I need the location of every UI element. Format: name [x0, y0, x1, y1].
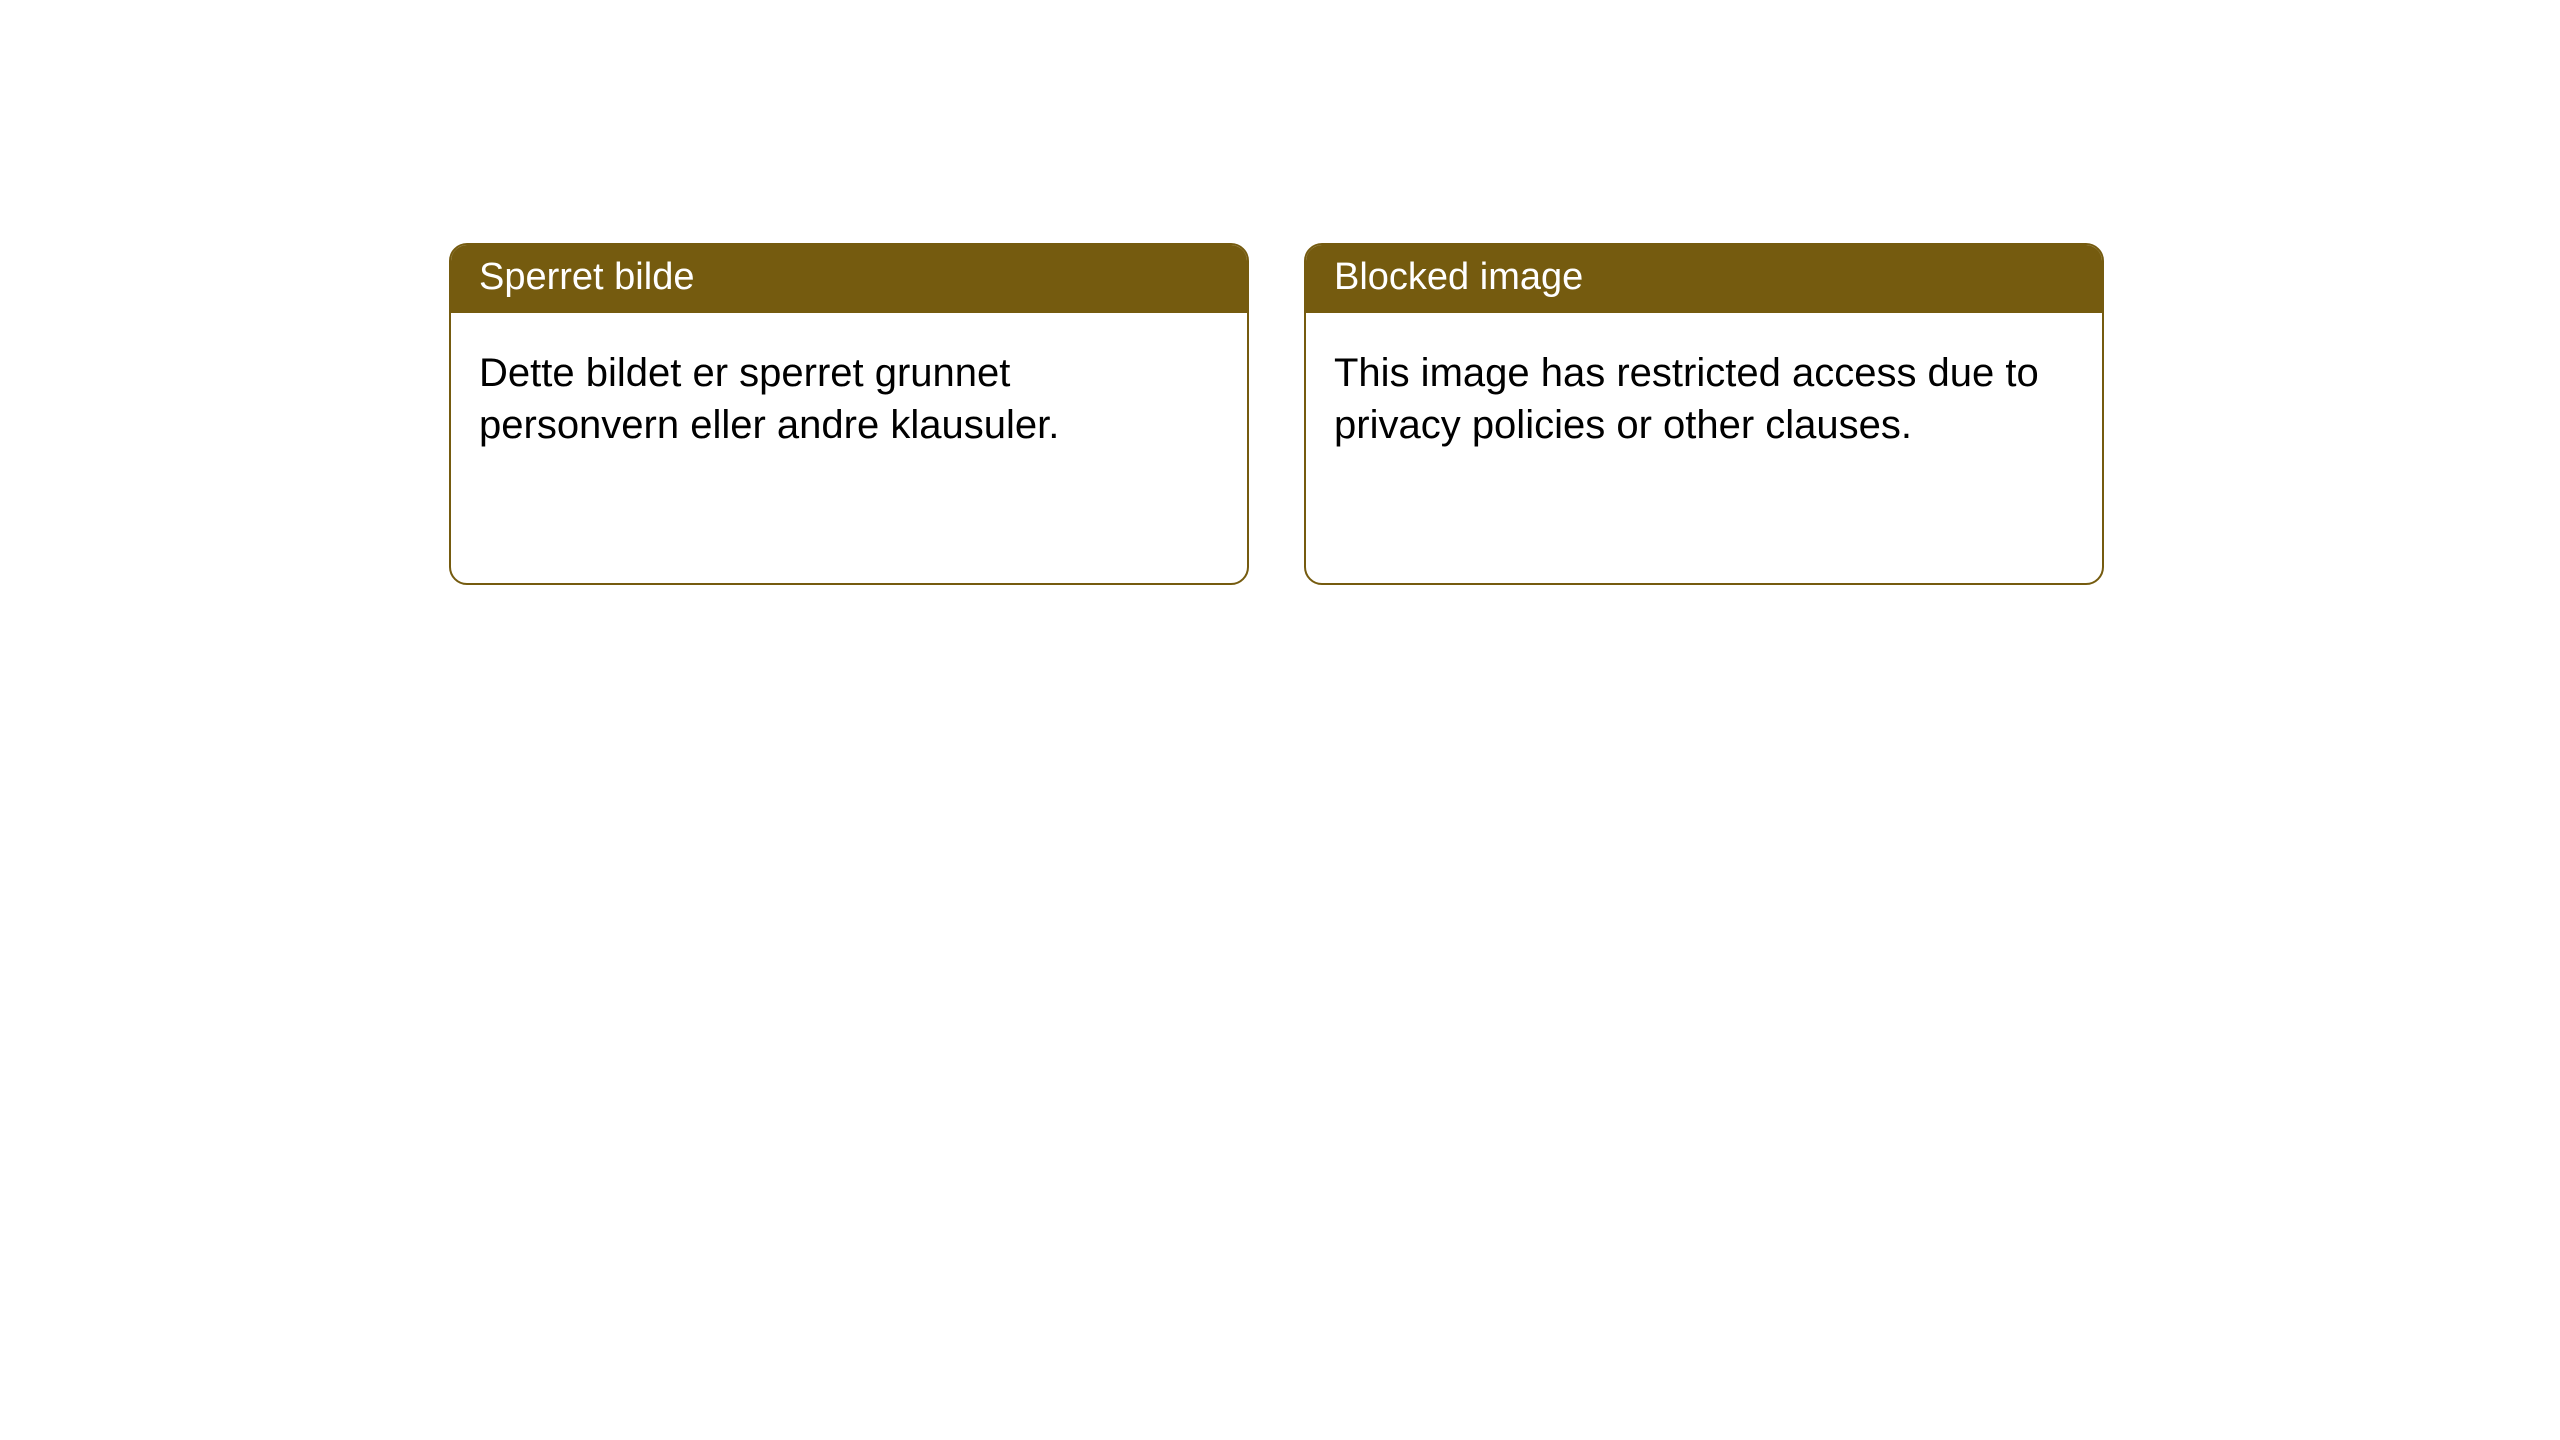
card-header-english: Blocked image [1306, 245, 2102, 313]
card-body-english: This image has restricted access due to … [1306, 313, 2102, 583]
card-title: Sperret bilde [479, 256, 694, 298]
notice-cards-container: Sperret bilde Dette bildet er sperret gr… [449, 243, 2104, 585]
card-body-norwegian: Dette bildet er sperret grunnet personve… [451, 313, 1247, 583]
card-message: This image has restricted access due to … [1334, 347, 2074, 451]
card-title: Blocked image [1334, 256, 1583, 298]
notice-card-english: Blocked image This image has restricted … [1304, 243, 2104, 585]
card-message: Dette bildet er sperret grunnet personve… [479, 347, 1219, 451]
card-header-norwegian: Sperret bilde [451, 245, 1247, 313]
notice-card-norwegian: Sperret bilde Dette bildet er sperret gr… [449, 243, 1249, 585]
